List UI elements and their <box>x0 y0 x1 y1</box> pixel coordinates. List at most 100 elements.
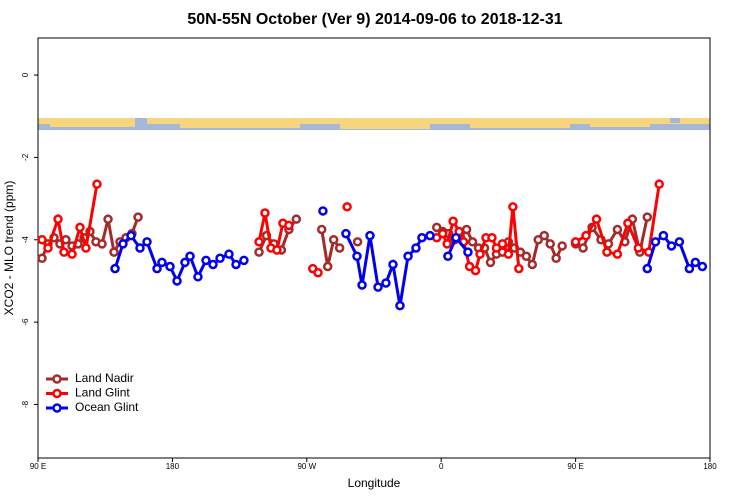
point <box>357 280 367 290</box>
point <box>318 206 328 216</box>
point <box>557 241 567 251</box>
point <box>425 230 435 241</box>
point <box>658 230 669 241</box>
point <box>464 261 475 272</box>
y-axis-label: XCO2 - MLO trend (ppm) <box>2 181 16 316</box>
point <box>666 241 677 251</box>
point <box>545 239 555 249</box>
point <box>172 276 182 286</box>
point <box>133 212 143 222</box>
point <box>201 255 211 266</box>
point <box>650 237 661 247</box>
point <box>497 239 508 249</box>
point <box>539 230 549 241</box>
point <box>602 247 612 257</box>
point <box>623 218 633 229</box>
point <box>334 243 345 253</box>
point <box>591 214 602 224</box>
point <box>487 232 497 243</box>
point <box>431 222 442 233</box>
point <box>581 230 591 241</box>
point <box>97 239 107 249</box>
point <box>208 259 218 270</box>
point <box>272 245 282 255</box>
x-tick-label: 180 <box>166 462 180 471</box>
point <box>388 259 398 270</box>
x-axis-label: Longitude <box>348 476 401 490</box>
legend-label: Ocean Glint <box>75 400 139 414</box>
point <box>260 208 270 218</box>
point <box>284 220 294 231</box>
point <box>461 224 472 235</box>
legend-label: Land Glint <box>75 386 130 400</box>
point <box>313 267 323 278</box>
point <box>485 257 496 268</box>
point <box>254 237 264 247</box>
point <box>690 257 701 268</box>
point <box>180 257 190 268</box>
point <box>470 265 481 276</box>
point <box>395 300 405 311</box>
point <box>463 247 473 257</box>
point <box>291 214 302 224</box>
point <box>448 216 458 226</box>
point <box>417 232 427 243</box>
point <box>403 251 413 261</box>
point <box>110 263 120 274</box>
point <box>43 243 53 253</box>
point <box>341 228 351 239</box>
chart-title: 50N-55N October (Ver 9) 2014-09-06 to 20… <box>187 11 562 28</box>
point <box>322 261 333 272</box>
x-tick-label: 90 W <box>297 462 316 471</box>
point <box>352 251 362 261</box>
point <box>437 228 448 239</box>
point <box>224 249 234 259</box>
point <box>118 239 128 249</box>
point <box>193 272 203 282</box>
point <box>467 237 478 247</box>
y-tick-label: -2 <box>21 153 30 161</box>
y-tick-label: -6 <box>21 318 30 326</box>
point <box>612 224 623 235</box>
point <box>475 249 485 259</box>
point <box>342 202 352 212</box>
point <box>642 263 653 274</box>
point <box>135 243 145 253</box>
point <box>514 263 524 274</box>
point <box>254 247 264 257</box>
point <box>527 259 538 270</box>
point <box>443 251 453 261</box>
series-line <box>113 232 704 306</box>
point <box>612 249 623 259</box>
point <box>674 237 685 247</box>
point <box>381 278 391 288</box>
point <box>316 224 327 235</box>
point <box>365 230 375 241</box>
point <box>59 247 69 257</box>
legend-label: Land Nadir <box>75 371 134 385</box>
point <box>67 249 77 259</box>
point <box>451 232 461 243</box>
point <box>578 243 588 253</box>
point <box>442 239 452 249</box>
y-tick-label: -8 <box>21 400 30 408</box>
x-tick-label: 90 E <box>30 462 46 471</box>
point <box>157 257 167 268</box>
point <box>411 243 421 253</box>
y-tick-label: -4 <box>21 236 30 244</box>
point <box>126 230 136 241</box>
point <box>239 255 249 266</box>
point <box>81 243 91 253</box>
point <box>109 247 119 257</box>
point <box>633 243 644 253</box>
point <box>231 259 241 270</box>
legend-marker <box>52 403 62 413</box>
point <box>53 214 63 224</box>
point <box>570 237 581 247</box>
x-tick-label: 180 <box>703 462 717 471</box>
point <box>152 263 162 274</box>
point <box>75 222 85 233</box>
point <box>697 261 708 272</box>
point <box>684 263 695 274</box>
